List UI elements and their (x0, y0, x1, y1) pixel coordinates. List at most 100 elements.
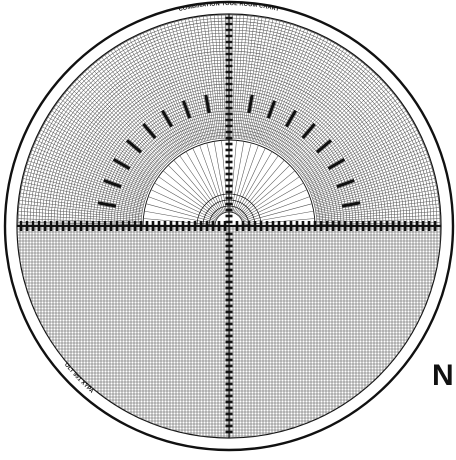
axis-tick-horizontal (379, 221, 383, 231)
axis-tick-vertical (225, 256, 233, 260)
axis-tick-vertical (225, 286, 233, 290)
axis-tick-vertical (225, 376, 233, 380)
axis-tick-horizontal (235, 221, 239, 231)
axis-tick-horizontal (151, 221, 155, 231)
axis-tick-horizontal (301, 221, 305, 231)
angle-dash-mark (135, 146, 143, 154)
angle-dash-mark (291, 109, 297, 117)
axis-tick-horizontal (361, 221, 365, 231)
angle-dash-mark (184, 105, 190, 114)
angle-dash-mark (181, 100, 188, 108)
axis-tick-horizontal (85, 221, 89, 231)
axis-tick-vertical (225, 124, 233, 128)
axis-tick-horizontal (115, 221, 119, 231)
axis-tick-vertical (225, 154, 233, 158)
axis-tick-horizontal (157, 221, 161, 231)
axis-tick-horizontal (415, 221, 419, 231)
angle-dash-mark (309, 122, 316, 130)
angle-dash-mark (336, 183, 344, 189)
axis-tick-horizontal (199, 221, 203, 231)
axis-tick-horizontal (349, 221, 353, 231)
angle-dash-mark (167, 120, 173, 128)
axis-tick-vertical (225, 58, 233, 62)
axis-tick-horizontal (277, 221, 281, 231)
angle-dash-mark (338, 158, 346, 164)
axis-tick-horizontal (79, 221, 83, 231)
angle-dash-mark (347, 202, 355, 207)
angle-dash-mark (130, 143, 138, 150)
chart-title: COMBINATION TOOL ROOM CHART (178, 1, 280, 13)
axis-tick-vertical (225, 94, 233, 98)
axis-tick-horizontal (337, 221, 341, 231)
axis-tick-vertical (225, 412, 233, 416)
axis-tick-horizontal (91, 221, 95, 231)
angle-dash-mark (347, 178, 355, 185)
axis-tick-vertical (225, 382, 233, 386)
angle-dash-mark (248, 100, 253, 108)
angle-dash-mark (270, 100, 277, 108)
angle-dash-mark (142, 122, 149, 130)
angle-dash-mark (109, 203, 117, 208)
axis-tick-horizontal (121, 221, 125, 231)
axis-tick-horizontal (295, 221, 299, 231)
angle-dash-mark (315, 146, 323, 154)
axis-tick-vertical (225, 298, 233, 302)
angle-dash-mark (268, 105, 274, 114)
axis-tick-horizontal (73, 221, 77, 231)
angle-dash-mark (341, 203, 349, 208)
axis-tick-horizontal (271, 221, 275, 231)
axis-tick-horizontal (433, 221, 437, 231)
axis-tick-horizontal (343, 221, 347, 231)
axis-tick-vertical (225, 202, 233, 206)
axis-tick-horizontal (181, 221, 185, 231)
axis-tick-vertical (225, 52, 233, 56)
axis-tick-horizontal (289, 221, 293, 231)
axis-tick-horizontal (241, 221, 245, 231)
axis-tick-vertical (225, 28, 233, 32)
axis-tick-horizontal (211, 221, 215, 231)
axis-tick-vertical (225, 346, 233, 350)
axis-tick-horizontal (139, 221, 143, 231)
axis-tick-vertical (225, 172, 233, 176)
axis-tick-vertical (225, 214, 233, 218)
axis-tick-vertical (225, 316, 233, 320)
axis-tick-vertical (225, 76, 233, 80)
axis-tick-vertical (225, 424, 233, 428)
axis-tick-horizontal (427, 221, 431, 231)
axis-tick-vertical (225, 16, 233, 20)
axis-tick-vertical (225, 82, 233, 86)
axis-tick-vertical (225, 388, 233, 392)
axis-tick-vertical (225, 106, 233, 110)
axis-tick-vertical (225, 148, 233, 152)
axis-tick-horizontal (145, 221, 149, 231)
angle-dash-mark (186, 111, 192, 119)
axis-tick-horizontal (175, 221, 179, 231)
angle-dash-mark (125, 139, 133, 146)
axis-tick-horizontal (205, 221, 209, 231)
angle-dash-mark (249, 94, 254, 102)
axis-tick-vertical (225, 178, 233, 182)
axis-tick-vertical (225, 70, 233, 74)
axis-tick-horizontal (355, 221, 359, 231)
axis-tick-vertical (225, 274, 233, 278)
axis-tick-vertical (225, 22, 233, 26)
angle-dash-mark (114, 183, 122, 189)
axis-tick-horizontal (19, 221, 23, 231)
axis-tick-vertical (225, 328, 233, 332)
axis-tick-horizontal (55, 221, 59, 231)
axis-tick-vertical (225, 196, 233, 200)
angle-dash-mark (305, 127, 312, 135)
axis-tick-vertical (225, 190, 233, 194)
axis-tick-vertical (225, 232, 233, 236)
axis-tick-horizontal (385, 221, 389, 231)
corner-letter: N (432, 359, 454, 392)
axis-tick-vertical (225, 322, 233, 326)
angle-dash-mark (164, 115, 170, 123)
axis-tick-vertical (225, 340, 233, 344)
angle-dash-mark (332, 161, 340, 167)
axis-tick-horizontal (37, 221, 41, 231)
axis-tick-vertical (225, 184, 233, 188)
angle-dash-mark (341, 181, 350, 187)
axis-tick-vertical (225, 166, 233, 170)
axis-tick-horizontal (397, 221, 401, 231)
